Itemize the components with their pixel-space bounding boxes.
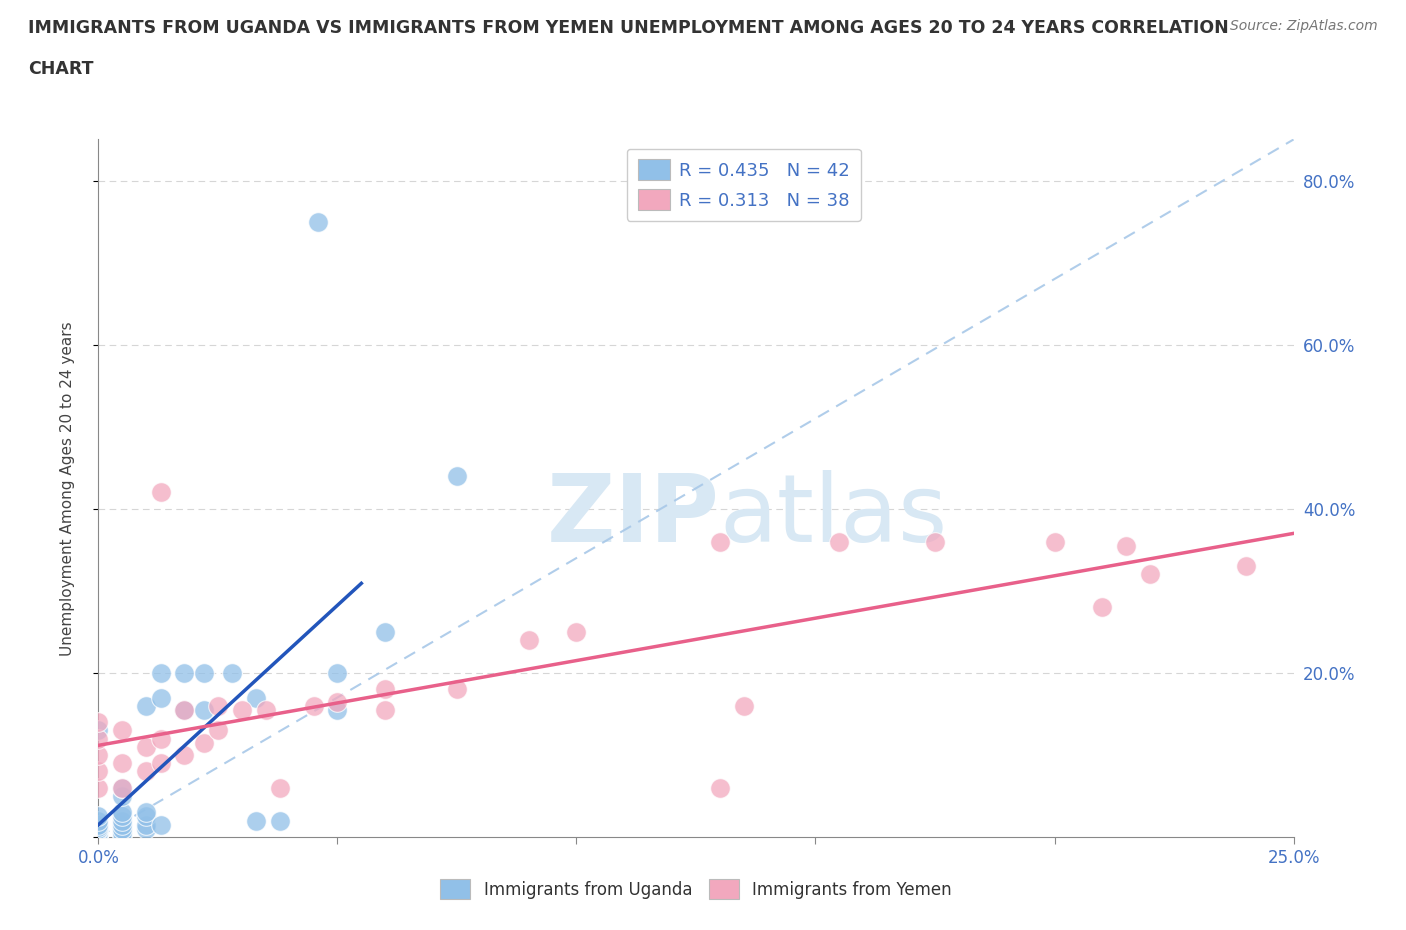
Point [87, 830, 110, 844]
Point [111, 789, 134, 804]
Point [135, 698, 157, 713]
Point [374, 682, 396, 697]
Point [87, 723, 110, 737]
Point [87, 830, 110, 844]
Point [307, 214, 329, 229]
Point [149, 690, 172, 705]
Point [326, 702, 349, 717]
Point [1043, 534, 1066, 549]
Point [374, 624, 396, 639]
Point [87, 748, 110, 763]
Point [149, 756, 172, 771]
Y-axis label: Unemployment Among Ages 20 to 24 years: Unemployment Among Ages 20 to 24 years [60, 321, 75, 656]
Point [87, 731, 110, 746]
Point [135, 809, 157, 824]
Point [111, 817, 134, 832]
Point [733, 698, 755, 713]
Point [111, 813, 134, 828]
Point [221, 666, 243, 681]
Point [173, 666, 195, 681]
Point [374, 702, 396, 717]
Point [149, 666, 172, 681]
Point [1234, 559, 1257, 574]
Text: IMMIGRANTS FROM UGANDA VS IMMIGRANTS FROM YEMEN UNEMPLOYMENT AMONG AGES 20 TO 24: IMMIGRANTS FROM UGANDA VS IMMIGRANTS FRO… [28, 19, 1229, 36]
Point [111, 830, 134, 844]
Point [87, 780, 110, 795]
Point [302, 698, 325, 713]
Point [193, 702, 215, 717]
Point [87, 813, 110, 828]
Point [87, 764, 110, 778]
Point [111, 780, 134, 795]
Point [87, 819, 110, 834]
Point [87, 821, 110, 836]
Point [135, 817, 157, 832]
Point [446, 469, 468, 484]
Point [111, 821, 134, 836]
Text: ZIP: ZIP [547, 471, 720, 562]
Legend: Immigrants from Uganda, Immigrants from Yemen: Immigrants from Uganda, Immigrants from … [433, 873, 959, 906]
Point [207, 723, 229, 737]
Point [111, 805, 134, 820]
Point [173, 702, 195, 717]
Point [111, 809, 134, 824]
Point [87, 830, 110, 844]
Point [245, 690, 267, 705]
Point [87, 830, 110, 844]
Point [87, 826, 110, 841]
Point [709, 534, 731, 549]
Point [269, 780, 291, 795]
Point [87, 714, 110, 729]
Text: CHART: CHART [28, 60, 94, 78]
Point [245, 813, 267, 828]
Point [149, 731, 172, 746]
Point [111, 780, 134, 795]
Point [173, 702, 195, 717]
Point [135, 739, 157, 754]
Point [1091, 600, 1114, 615]
Point [135, 764, 157, 778]
Point [173, 748, 195, 763]
Point [87, 809, 110, 824]
Point [1115, 538, 1137, 553]
Point [446, 682, 468, 697]
Point [517, 632, 540, 647]
Point [828, 534, 851, 549]
Point [87, 823, 110, 838]
Point [254, 702, 277, 717]
Point [231, 702, 253, 717]
Point [135, 821, 157, 836]
Point [149, 817, 172, 832]
Text: atlas: atlas [720, 471, 948, 562]
Point [193, 666, 215, 681]
Point [149, 485, 172, 499]
Point [326, 694, 349, 709]
Point [111, 756, 134, 771]
Point [207, 698, 229, 713]
Point [326, 666, 349, 681]
Point [87, 817, 110, 832]
Point [111, 723, 134, 737]
Point [709, 780, 731, 795]
Point [269, 813, 291, 828]
Text: Source: ZipAtlas.com: Source: ZipAtlas.com [1230, 19, 1378, 33]
Point [565, 624, 588, 639]
Point [193, 736, 215, 751]
Point [111, 826, 134, 841]
Point [924, 534, 946, 549]
Point [1139, 567, 1161, 582]
Point [135, 805, 157, 820]
